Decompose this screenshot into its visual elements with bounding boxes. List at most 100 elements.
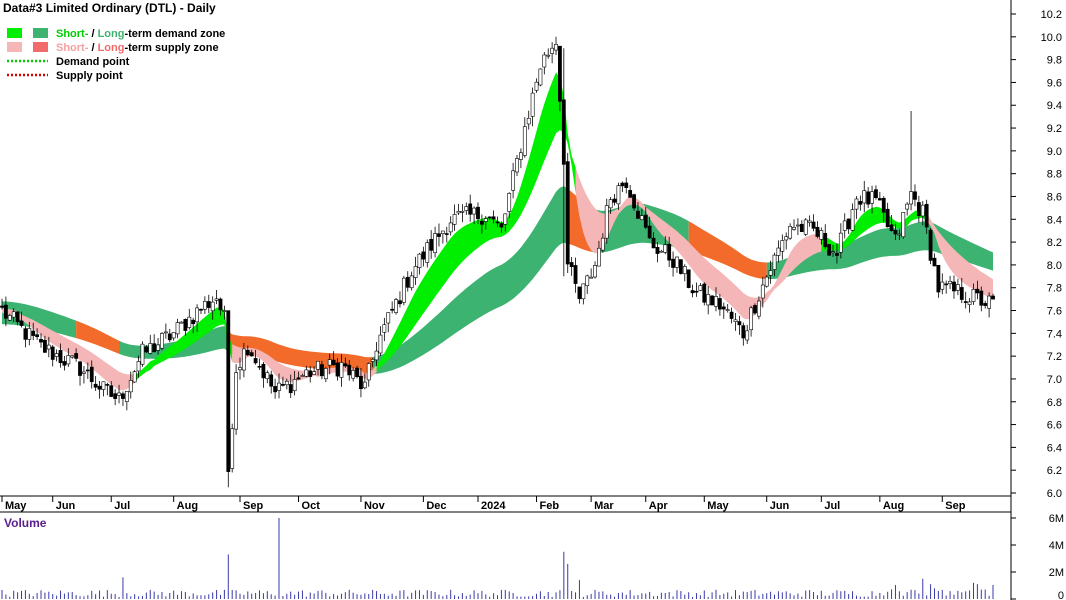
candle	[359, 367, 363, 398]
long-term-demand-zone	[2, 301, 77, 339]
candle	[741, 322, 746, 346]
volume-tick-label: 4M	[1049, 540, 1064, 552]
candle	[121, 391, 125, 407]
candle	[667, 236, 672, 268]
candle	[163, 323, 168, 339]
candle	[23, 326, 28, 348]
candle	[897, 229, 902, 241]
candle	[842, 213, 847, 239]
candle	[854, 196, 859, 219]
candle	[850, 203, 855, 232]
volume-tick-label: 0	[1058, 590, 1064, 600]
date-tick-label: Jun	[56, 500, 76, 512]
candle	[273, 378, 278, 399]
candle	[58, 343, 63, 368]
candle	[932, 253, 937, 267]
candle	[128, 371, 133, 399]
candle	[249, 349, 254, 357]
candle	[89, 360, 94, 389]
candle	[265, 370, 270, 384]
candle	[296, 371, 301, 380]
candle	[792, 219, 796, 231]
candle	[620, 181, 625, 193]
candle	[347, 360, 352, 381]
candle	[757, 296, 761, 320]
short-term-demand-zone	[376, 72, 576, 373]
price-tick-label: 8.6	[1047, 191, 1062, 203]
candle	[284, 378, 289, 390]
candle	[281, 376, 285, 387]
candle	[979, 286, 984, 312]
candle	[117, 384, 121, 404]
candle	[780, 234, 785, 260]
candle	[460, 204, 465, 223]
price-tick-label: 7.4	[1047, 328, 1062, 340]
candle	[546, 48, 551, 59]
candle	[874, 185, 878, 200]
candle	[425, 239, 430, 268]
price-tick-label: 9.8	[1047, 55, 1062, 67]
candle	[398, 291, 402, 308]
date-tick-label: Jul	[114, 500, 130, 512]
candle	[448, 216, 453, 236]
candle	[234, 364, 238, 435]
candle	[206, 294, 211, 314]
candle	[43, 335, 47, 353]
candle	[366, 362, 371, 387]
candle	[796, 218, 800, 235]
candle	[355, 365, 359, 379]
candle	[409, 271, 414, 291]
candle	[183, 318, 188, 336]
candle	[612, 194, 617, 206]
candle	[940, 273, 945, 295]
candle	[320, 360, 324, 380]
candle	[269, 370, 274, 394]
price-tick-label: 10.0	[1041, 32, 1062, 44]
date-tick-label: Aug	[883, 500, 904, 512]
candle	[50, 344, 55, 367]
price-tick-label: 8.2	[1047, 237, 1062, 249]
candle	[604, 198, 609, 244]
candle	[472, 206, 476, 225]
candle	[199, 308, 203, 314]
candle	[608, 197, 613, 214]
price-tick-label: 9.2	[1047, 123, 1062, 135]
price-tick-label: 7.8	[1047, 283, 1062, 295]
candle	[936, 264, 941, 298]
candle	[167, 328, 172, 343]
candle	[737, 315, 742, 335]
candle	[483, 216, 488, 230]
candle	[97, 381, 102, 399]
candle	[550, 42, 555, 64]
legend-item: Demand point	[7, 56, 130, 68]
candle	[35, 328, 40, 340]
date-tick-label: Jul	[824, 500, 840, 512]
candle	[222, 305, 227, 320]
candle	[374, 341, 379, 367]
date-tick-label: Sep	[945, 500, 965, 512]
candle	[924, 199, 929, 234]
candle	[491, 210, 496, 224]
candle	[136, 355, 141, 378]
candle	[558, 45, 562, 112]
candle	[858, 195, 863, 211]
candle	[316, 360, 320, 376]
candle	[257, 358, 262, 371]
legend-label: Short- / Long-term supply zone	[56, 42, 219, 54]
legend-label: Short- / Long-term demand zone	[56, 28, 225, 40]
candle	[335, 358, 340, 381]
candle	[148, 334, 153, 355]
candle	[909, 110, 913, 211]
candle	[339, 354, 344, 387]
short-term-demand-zone	[134, 307, 233, 383]
long-term-supply-zone	[76, 320, 119, 354]
candle	[862, 180, 867, 213]
candle	[495, 216, 500, 228]
candle	[581, 283, 586, 305]
candle	[616, 182, 621, 210]
candle	[487, 216, 492, 221]
legend-swatch	[7, 42, 22, 52]
candle	[105, 382, 110, 396]
candle	[312, 366, 317, 375]
